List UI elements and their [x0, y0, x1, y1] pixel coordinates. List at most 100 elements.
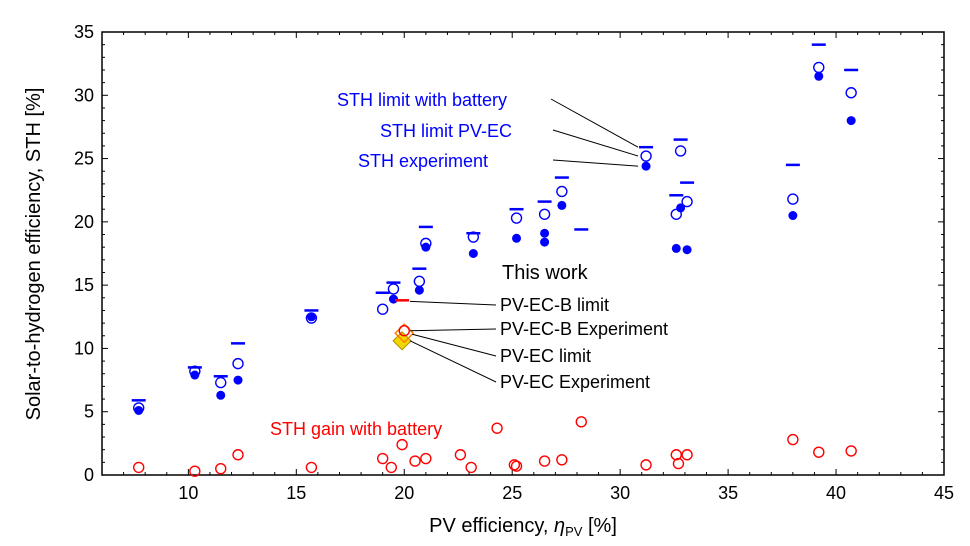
point-gain: [396, 438, 408, 451]
point-experiment: [682, 245, 692, 255]
point-experiment: [216, 390, 226, 400]
point-limit_pvec: [845, 87, 857, 99]
point-limit_pvec: [215, 376, 227, 389]
point-limit_pvec: [510, 212, 523, 224]
y-tick-label: 20: [74, 212, 94, 232]
point-gain: [409, 455, 421, 467]
point-limit_pvec: [640, 150, 652, 162]
point-limit_pvec: [670, 208, 682, 220]
point-experiment: [468, 249, 478, 258]
leader-line-blue: [550, 98, 639, 148]
point-experiment: [512, 233, 522, 243]
y-tick-label: 30: [74, 85, 94, 105]
point-pv-ec-b-experiment: [398, 325, 410, 337]
point-experiment: [557, 200, 567, 210]
y-tick-label: 10: [74, 338, 94, 358]
point-gain: [672, 457, 685, 470]
point-experiment: [846, 116, 856, 126]
point-limit_pvec: [556, 185, 568, 198]
x-axis-label: PV efficiency, ηPV [%]: [429, 515, 617, 539]
label-sth-experiment: STH experiment: [358, 151, 488, 171]
point-gain: [385, 461, 398, 474]
label-sth-limit-with-battery: STH limit with battery: [337, 90, 507, 110]
point-experiment: [190, 370, 200, 380]
point-experiment: [676, 203, 686, 213]
point-gain: [813, 446, 825, 458]
point-gain: [845, 445, 857, 457]
point-limit_pvec: [681, 195, 693, 208]
label-pv-ec-experiment: PV-EC Experiment: [500, 372, 650, 392]
point-gain: [575, 416, 587, 428]
point-gain: [376, 452, 389, 465]
y-axis-label: Solar-to-hydrogen efficiency, STH [%]: [23, 88, 45, 421]
label-pv-ec-limit: PV-EC limit: [500, 346, 591, 366]
leader-line-this-work: [412, 333, 497, 357]
y-tick-label: 35: [74, 22, 94, 42]
annotations: [409, 98, 639, 383]
x-tick-label: 25: [502, 483, 522, 503]
point-gain: [215, 462, 227, 475]
point-gain: [640, 459, 652, 471]
point-limit_pvec: [467, 231, 480, 243]
label-pv-ec-b-experiment: PV-EC-B Experiment: [500, 319, 668, 339]
point-experiment: [671, 243, 681, 253]
data-marks: [131, 43, 859, 477]
x-tick-label: 15: [286, 483, 306, 503]
point-limit_pvec: [413, 275, 426, 288]
point-experiment: [388, 294, 398, 304]
point-limit_pvec: [232, 357, 244, 370]
x-tick-label: 30: [610, 483, 630, 503]
point-experiment: [788, 211, 798, 221]
point-experiment: [414, 285, 424, 295]
point-experiment: [641, 161, 651, 171]
point-gain: [787, 433, 799, 446]
point-experiment: [306, 312, 316, 322]
plot-frame: [101, 31, 945, 476]
point-gain: [556, 454, 568, 466]
point-limit_pvec: [813, 61, 825, 74]
point-gain: [232, 449, 244, 461]
x-axis-ticks: 10 15 20 25 30 35 40 45: [123, 32, 954, 503]
point-limit_pvec: [538, 208, 551, 220]
point-limit_pvec: [376, 303, 389, 315]
point-gain: [189, 465, 201, 477]
leader-line-blue: [552, 129, 639, 157]
point-experiment: [540, 228, 550, 238]
label-pv-ec-b-limit: PV-EC-B limit: [500, 295, 609, 315]
label-this-work: This work: [502, 262, 589, 284]
point-experiment: [814, 71, 824, 81]
point-limit_pvec: [674, 145, 687, 157]
x-tick-label: 10: [178, 483, 198, 503]
leader-line-this-work: [409, 340, 497, 383]
point-limit_pvec: [787, 193, 799, 205]
point-gain: [454, 449, 467, 461]
x-tick-label: 45: [934, 483, 954, 503]
y-tick-label: 25: [74, 149, 94, 169]
point-gain: [510, 460, 523, 472]
y-tick-label: 5: [84, 402, 94, 422]
point-gain: [305, 461, 318, 474]
x-tick-label: 20: [394, 483, 414, 503]
label-sth-gain-with-battery: STH gain with battery: [270, 419, 442, 439]
point-gain: [133, 461, 145, 474]
point-gain: [491, 422, 503, 434]
leader-line-this-work: [410, 300, 497, 306]
label-sth-limit-pv-ec: STH limit PV-EC: [380, 121, 512, 141]
point-gain: [420, 452, 432, 465]
point-limit_pvec: [387, 283, 400, 295]
point-experiment: [134, 405, 144, 415]
point-gain: [538, 455, 551, 467]
y-tick-label: 0: [84, 465, 94, 485]
point-experiment: [421, 242, 431, 252]
x-tick-label: 40: [826, 483, 846, 503]
x-tick-label: 35: [718, 483, 738, 503]
leader-line-blue: [552, 159, 639, 167]
point-gain: [465, 461, 477, 474]
y-axis-ticks: 0 5 10 15 20 25 30 35: [74, 22, 944, 485]
point-experiment: [540, 237, 550, 247]
leader-line-this-work: [410, 328, 497, 332]
point-gain: [681, 449, 693, 461]
point-experiment: [233, 375, 243, 385]
y-tick-label: 15: [74, 275, 94, 295]
